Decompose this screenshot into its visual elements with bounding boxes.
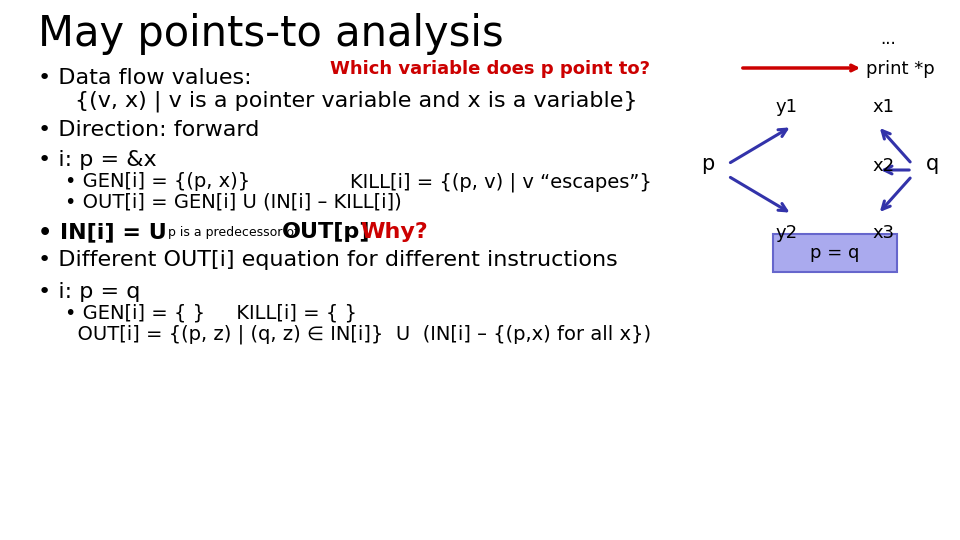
Text: p = q: p = q	[810, 244, 860, 262]
Text: x3: x3	[872, 224, 894, 242]
Text: • i: p = q: • i: p = q	[38, 282, 140, 302]
Text: • IN[i] = U: • IN[i] = U	[38, 222, 167, 242]
Text: • Direction: forward: • Direction: forward	[38, 120, 259, 140]
Text: • Data flow values:: • Data flow values:	[38, 68, 252, 88]
Text: y1: y1	[776, 98, 798, 116]
Text: p: p	[701, 154, 714, 174]
Text: May points-to analysis: May points-to analysis	[38, 13, 504, 55]
Text: print *p: print *p	[866, 60, 935, 78]
Text: OUT[i] = {(p, z) | (q, z) ∈ IN[i]}  U  (IN[i] – {(p,x) for all x}): OUT[i] = {(p, z) | (q, z) ∈ IN[i]} U (IN…	[65, 325, 651, 345]
Text: p is a predecessor of i: p is a predecessor of i	[168, 226, 306, 239]
Text: • GEN[i] = { }     KILL[i] = { }: • GEN[i] = { } KILL[i] = { }	[65, 304, 357, 323]
Text: • i: p = &x: • i: p = &x	[38, 150, 156, 170]
Text: x2: x2	[872, 157, 894, 175]
Text: Why?: Why?	[360, 222, 428, 242]
Text: y2: y2	[776, 224, 798, 242]
FancyBboxPatch shape	[773, 234, 897, 272]
Text: {(v, x) | v is a pointer variable and x is a variable}: {(v, x) | v is a pointer variable and x …	[75, 90, 637, 111]
Text: KILL[i] = {(p, v) | v “escapes”}: KILL[i] = {(p, v) | v “escapes”}	[350, 172, 652, 192]
Text: q: q	[926, 154, 939, 174]
Text: Which variable does p point to?: Which variable does p point to?	[330, 60, 650, 78]
Text: • Different OUT[i] equation for different instructions: • Different OUT[i] equation for differen…	[38, 250, 617, 270]
Text: x1: x1	[872, 98, 894, 116]
Text: ...: ...	[880, 30, 896, 48]
Text: • OUT[i] = GEN[i] U (IN[i] – KILL[i]): • OUT[i] = GEN[i] U (IN[i] – KILL[i])	[65, 193, 401, 212]
Text: OUT[p]: OUT[p]	[282, 222, 371, 242]
Text: • GEN[i] = {(p, x)}: • GEN[i] = {(p, x)}	[65, 172, 251, 191]
